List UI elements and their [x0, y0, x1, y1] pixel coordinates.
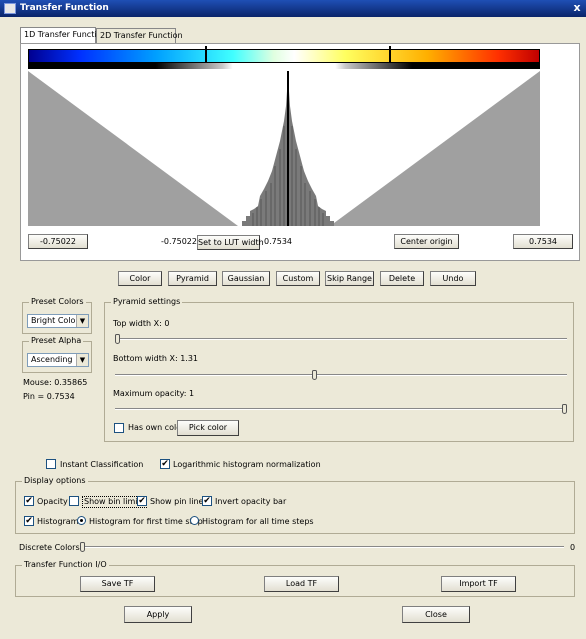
invert-opacity-label: Invert opacity bar — [215, 497, 287, 506]
pin-line-right[interactable] — [389, 46, 391, 66]
import-tf-button[interactable]: Import TF — [441, 576, 516, 592]
close-button[interactable]: Close — [402, 606, 470, 623]
top-width-slider[interactable] — [115, 334, 567, 344]
first-time-step-radio[interactable] — [77, 516, 86, 525]
preset-colors-select[interactable]: Bright Colors ▼ — [27, 314, 89, 328]
display-options-group: Display options ✔ Opacity Show bin limit… — [15, 476, 575, 534]
preset-alpha-group: Preset Alpha Ascending ▼ — [22, 336, 92, 373]
top-width-label: Top width X: 0 — [113, 319, 170, 328]
skip-range-button[interactable]: Skip Range — [325, 271, 374, 286]
discrete-colors-thumb[interactable] — [80, 542, 85, 552]
top-width-thumb[interactable] — [115, 334, 120, 344]
max-opacity-label: Maximum opacity: 1 — [113, 389, 195, 398]
max-opacity-slider[interactable] — [115, 404, 567, 414]
discrete-colors-slider[interactable] — [80, 542, 564, 552]
log-normalization-label: Logarithmic histogram normalization — [173, 460, 321, 469]
mouse-readout: Mouse: 0.35865 — [23, 378, 88, 387]
transfer-function-panel: -0.75022 -0.75022 Set to LUT width 0.753… — [20, 43, 580, 261]
tab-1d-transfer-function[interactable]: 1D Transfer Function — [20, 27, 107, 43]
center-value-label: -0.75022 — [161, 237, 197, 246]
discrete-colors-value: 0 — [570, 543, 576, 552]
all-time-steps-label: Histogram for all time steps — [202, 517, 314, 526]
pin-line-left[interactable] — [205, 46, 207, 66]
histogram-canvas[interactable] — [28, 71, 540, 226]
max-opacity-thumb[interactable] — [562, 404, 567, 414]
invert-opacity-checkbox[interactable]: ✔ — [202, 496, 212, 506]
bin-limits-checkbox[interactable] — [69, 496, 79, 506]
bottom-width-label: Bottom width X: 1.31 — [113, 354, 199, 363]
title-bar: Transfer Function x — [0, 0, 586, 17]
color-button[interactable]: Color — [118, 271, 162, 286]
own-color-label: Has own color — [128, 423, 185, 432]
window-title: Transfer Function — [20, 3, 109, 13]
instant-classification-label: Instant Classification — [60, 460, 144, 469]
histogram-spikes — [252, 126, 324, 226]
preset-colors-group: Preset Colors Bright Colors ▼ — [22, 297, 92, 334]
delete-button[interactable]: Delete — [380, 271, 424, 286]
gaussian-button[interactable]: Gaussian — [222, 271, 270, 286]
first-time-step-label: Histogram for first time step — [89, 517, 203, 526]
pyramid-settings-group: Pyramid settings Top width X: 0 Bottom w… — [104, 297, 574, 442]
save-tf-button[interactable]: Save TF — [80, 576, 155, 592]
pin-lines-checkbox[interactable]: ✔ — [137, 496, 147, 506]
opacity-bar — [28, 63, 540, 69]
discrete-colors-label: Discrete Colors: — [19, 543, 83, 552]
bottom-width-slider[interactable] — [115, 370, 567, 380]
custom-button[interactable]: Custom — [276, 271, 320, 286]
opacity-ramp-right — [330, 71, 540, 226]
max-value-button[interactable]: 0.7534 — [513, 234, 573, 249]
bottom-width-thumb[interactable] — [312, 370, 317, 380]
histogram-checkbox[interactable]: ✔ — [24, 516, 34, 526]
undo-button[interactable]: Undo — [430, 271, 476, 286]
preset-alpha-value: Ascending — [31, 355, 73, 364]
instant-classification-checkbox[interactable] — [46, 459, 56, 469]
tab-2d-transfer-function[interactable]: 2D Transfer Function — [96, 28, 183, 43]
own-color-checkbox[interactable] — [114, 423, 124, 433]
display-options-title: Display options — [22, 476, 88, 486]
tf-io-group: Transfer Function I/O Save TF Load TF Im… — [15, 560, 575, 597]
all-time-steps-radio[interactable] — [190, 516, 199, 525]
center-origin-button[interactable]: Center origin — [394, 234, 459, 249]
opacity-checkbox[interactable]: ✔ — [24, 496, 34, 506]
pyramid-button[interactable]: Pyramid — [168, 271, 217, 286]
pin-lines-label: Show pin lines — [150, 497, 208, 506]
preset-colors-value: Bright Colors — [31, 316, 83, 325]
preset-alpha-title: Preset Alpha — [29, 336, 84, 346]
window-icon — [4, 3, 16, 14]
lut-width-value: 0.7534 — [264, 237, 292, 246]
color-bar[interactable] — [28, 46, 540, 66]
log-normalization-checkbox[interactable]: ✔ — [160, 459, 170, 469]
opacity-label: Opacity — [37, 497, 68, 506]
preset-alpha-select[interactable]: Ascending ▼ — [27, 353, 89, 367]
tf-io-title: Transfer Function I/O — [22, 560, 109, 570]
apply-button[interactable]: Apply — [124, 606, 192, 623]
pick-color-button[interactable]: Pick color — [177, 420, 239, 436]
load-tf-button[interactable]: Load TF — [264, 576, 339, 592]
pin-readout: Pin = 0.7534 — [23, 392, 75, 401]
min-value-button[interactable]: -0.75022 — [28, 234, 88, 249]
preset-colors-title: Preset Colors — [29, 297, 86, 307]
close-icon[interactable]: x — [573, 1, 581, 14]
set-to-lut-width-button[interactable]: Set to LUT width — [197, 235, 264, 250]
pyramid-settings-title: Pyramid settings — [111, 297, 183, 307]
chevron-down-icon: ▼ — [76, 354, 88, 366]
opacity-ramp-left — [28, 71, 238, 226]
histogram-label: Histogram — [37, 517, 79, 526]
chevron-down-icon: ▼ — [76, 315, 88, 327]
